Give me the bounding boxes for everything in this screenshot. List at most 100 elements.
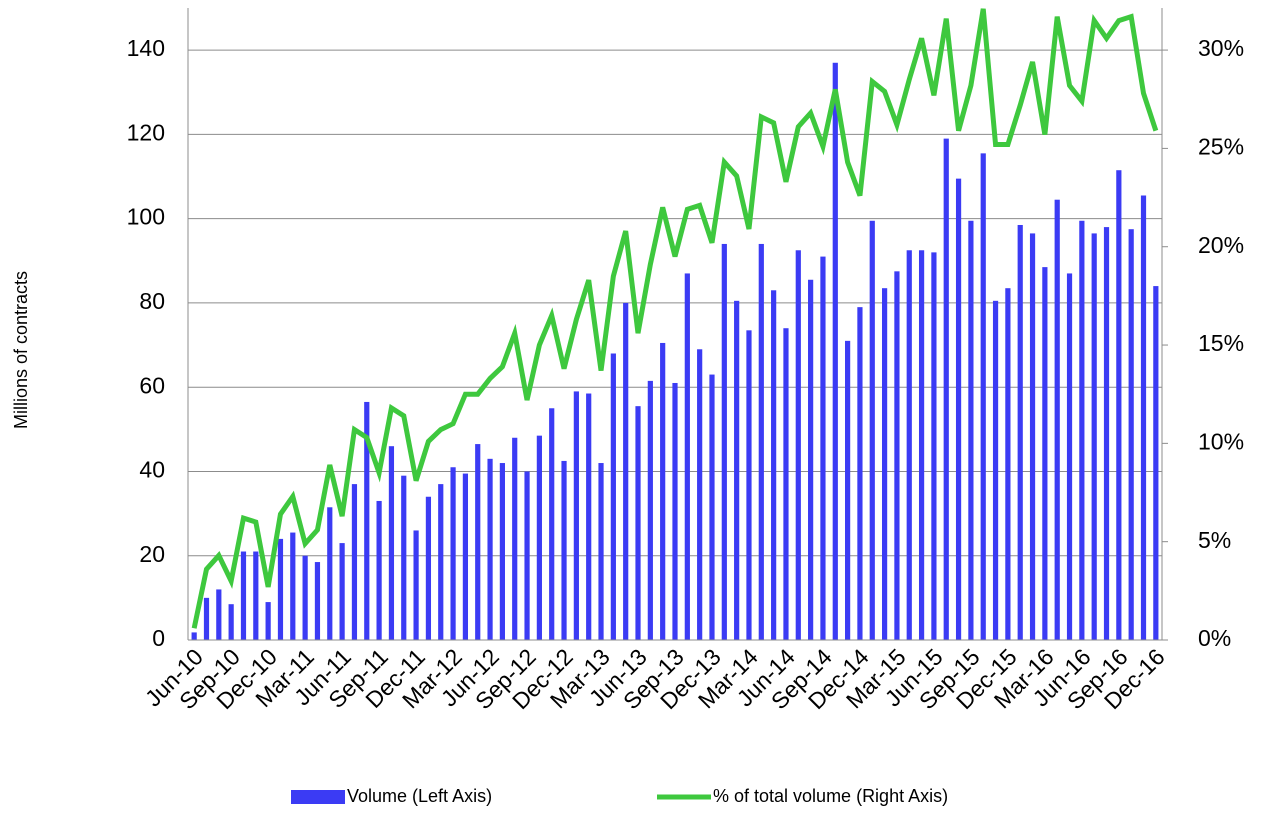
bar — [1029, 233, 1036, 640]
bar — [881, 288, 888, 640]
bar — [327, 507, 333, 640]
bar — [512, 437, 518, 640]
bar — [610, 353, 616, 640]
bar — [203, 597, 210, 640]
bar — [783, 328, 789, 640]
bar — [820, 256, 826, 640]
bar — [277, 538, 284, 640]
bar — [339, 543, 345, 640]
y-tick-label: 0 — [152, 625, 165, 651]
bar — [684, 273, 690, 640]
bar — [598, 463, 604, 640]
bar — [586, 393, 592, 640]
y-tick-label: 60 — [139, 372, 165, 398]
bar — [845, 340, 851, 640]
legend-label: % of total volume (Right Axis) — [713, 786, 948, 806]
bar — [771, 290, 777, 640]
bar — [573, 391, 579, 640]
bar — [475, 444, 481, 640]
bar — [364, 401, 370, 640]
y2-tick-label: 15% — [1198, 330, 1244, 356]
bar — [808, 279, 814, 640]
bar — [561, 460, 567, 640]
bar — [1005, 288, 1011, 640]
y2-tick-label: 30% — [1198, 35, 1244, 61]
y-axis-title: Millions of contracts — [11, 271, 31, 429]
bar — [1140, 195, 1147, 640]
bar — [487, 458, 493, 640]
bar — [635, 406, 641, 640]
bar — [536, 435, 542, 640]
y-tick-label: 40 — [139, 457, 165, 483]
y-tick-label: 140 — [127, 35, 165, 61]
bar — [869, 220, 875, 641]
bar — [1128, 229, 1134, 640]
bar — [401, 475, 407, 640]
bar — [918, 250, 925, 640]
bar — [302, 555, 308, 640]
line — [191, 8, 1159, 629]
bar — [1103, 227, 1110, 641]
bar — [228, 604, 234, 640]
bar — [832, 62, 838, 641]
y-tick-label: 20 — [139, 541, 165, 567]
bar — [955, 178, 962, 640]
legend-label: Volume (Left Axis) — [347, 786, 492, 806]
bar — [647, 380, 653, 640]
bar — [351, 484, 358, 640]
bar — [660, 342, 666, 640]
y2-tick-label: 10% — [1198, 428, 1244, 454]
bar — [758, 243, 764, 641]
bar — [462, 473, 469, 640]
bar — [1054, 199, 1060, 640]
bar — [697, 349, 703, 640]
bar — [857, 307, 863, 640]
bar — [549, 408, 555, 640]
bar — [425, 496, 432, 640]
y2-tick-label: 25% — [1198, 133, 1244, 159]
y2-tick-label: 20% — [1198, 232, 1244, 258]
bar — [1017, 224, 1023, 640]
bar — [265, 602, 271, 640]
bar — [734, 300, 740, 640]
bar — [1153, 286, 1159, 640]
bar — [1116, 170, 1122, 641]
bar — [1091, 233, 1097, 640]
bar — [290, 532, 296, 640]
bar — [623, 302, 629, 640]
bar — [795, 250, 801, 640]
bar — [388, 446, 395, 640]
y-tick-label: 100 — [127, 204, 165, 230]
bar — [992, 300, 999, 640]
bar — [746, 330, 752, 640]
bar — [191, 632, 197, 640]
bar — [524, 471, 530, 640]
bar — [894, 271, 900, 640]
y2-tick-label: 0% — [1198, 625, 1231, 651]
bar — [413, 530, 419, 640]
bar — [253, 551, 259, 640]
bar — [906, 250, 912, 640]
bar — [499, 463, 505, 640]
bar — [980, 153, 986, 641]
bar — [438, 484, 444, 640]
y2-tick-label: 5% — [1198, 527, 1231, 553]
bar — [240, 551, 247, 640]
bar — [1066, 273, 1073, 640]
bar — [943, 138, 949, 640]
bar — [672, 382, 678, 640]
bar — [931, 252, 937, 640]
bar — [709, 374, 715, 640]
bar — [376, 500, 382, 640]
bar — [1079, 220, 1085, 641]
bar — [450, 467, 456, 640]
bar — [314, 562, 321, 640]
bar — [1042, 267, 1048, 640]
legend-swatch — [291, 790, 345, 804]
bar — [968, 220, 974, 641]
bar — [721, 243, 727, 641]
bar — [216, 589, 222, 640]
y-tick-label: 80 — [139, 288, 165, 314]
y-tick-label: 120 — [127, 119, 165, 145]
